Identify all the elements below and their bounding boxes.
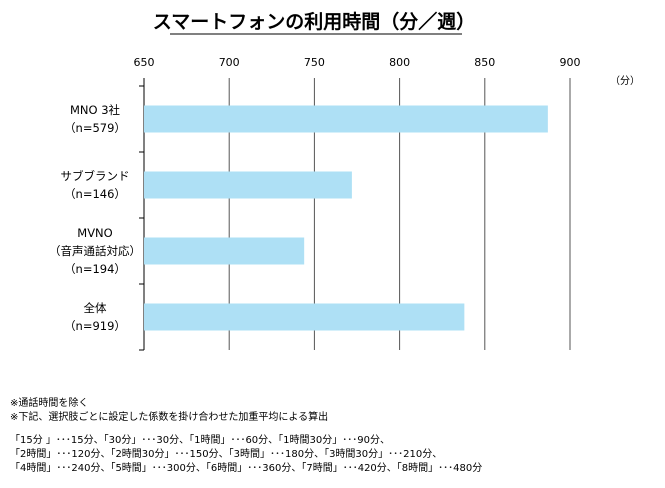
chart-title: スマートフォンの利用時間（分／週）: [153, 10, 475, 33]
category-label: （n=579）: [64, 121, 126, 135]
x-tick-label: 700: [219, 56, 240, 69]
x-tick-label: 850: [474, 56, 495, 69]
category-label: 全体: [84, 301, 107, 315]
category-label: （音声通話対応）: [49, 244, 141, 258]
category-labels: MNO 3社 （n=579） サブブランド （n=146） MVNO （音声通話対応） （n…: [49, 103, 141, 333]
category-label: サブブランド: [61, 169, 130, 183]
legend-line-3: 「4時間」･･･240分、「5時間」･･･300分、「6時間」･･･360分、「…: [10, 463, 483, 474]
bar: [144, 237, 305, 265]
bars: [144, 105, 548, 331]
legend-line-1: 「15分 」･･･15分、「30分」･･･30分、「1時間」･･･60分、「1時…: [10, 435, 390, 446]
x-tick-label: 800: [389, 56, 410, 69]
category-label: MVNO: [77, 226, 112, 240]
note-exclude-calls: ※通話時間を除く: [10, 398, 89, 409]
unit-label: （分）: [610, 75, 640, 87]
category-label: （n=146）: [64, 187, 126, 201]
note-weighted-average: ※下記、選択肢ごとに設定した係数を掛け合わせた加重平均による算出: [10, 412, 329, 423]
legend-line-2: 「2時間」･･･120分、「2時間30分」･･･150分、「3時間」･･･180…: [10, 449, 443, 460]
bar: [144, 105, 548, 133]
x-tick-label: 650: [134, 56, 155, 69]
bar: [144, 171, 352, 199]
category-label: （n=919）: [64, 319, 126, 333]
x-tick-label: 900: [560, 56, 581, 69]
bar: [144, 303, 465, 331]
category-label: MNO 3社: [70, 103, 121, 117]
category-label: （n=194）: [64, 262, 126, 276]
x-tick-labels: 650 700 750 800 850 900: [134, 56, 581, 69]
x-tick-label: 750: [304, 56, 325, 69]
